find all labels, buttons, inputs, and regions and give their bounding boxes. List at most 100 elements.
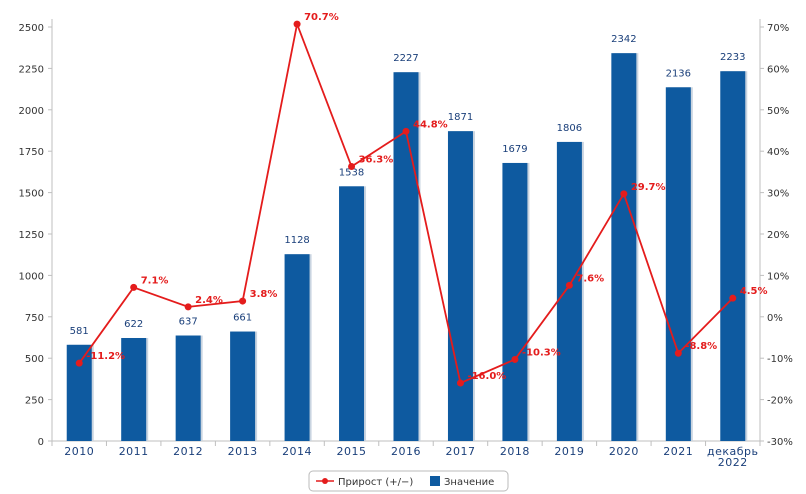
bar (175, 335, 201, 441)
legend-bar-swatch (430, 476, 440, 486)
axes: 0 250 500 750 1000 1250 1500 1750 2000 2250 2500 -3… (19, 19, 793, 448)
left-tick-label: 250 (25, 396, 44, 407)
growth-value-label: 29.7% (631, 182, 666, 193)
x-tick-labels: 2010 2011 2012 2013 2014 2015 2016 2017 2018 2019… (64, 445, 758, 469)
right-tick-label: 50% (767, 106, 789, 117)
growth-point (130, 283, 138, 291)
growth-line (75, 20, 737, 387)
bar-value-label: 2227 (393, 53, 418, 64)
left-tick-label: 2500 (19, 23, 44, 34)
x-tick-label: 2020 (609, 445, 639, 458)
x-tick-label: 2021 (663, 445, 693, 458)
right-tick-label: 30% (767, 189, 789, 200)
x-tick-label: 2015 (337, 445, 367, 458)
right-tick-label: -20% (767, 396, 793, 407)
left-tick-label: 2250 (19, 64, 44, 75)
bar (447, 131, 473, 441)
left-tick-label: 1750 (19, 147, 44, 158)
right-tick-label: 40% (767, 147, 789, 158)
x-tick-label: 2012 (173, 445, 203, 458)
growth-point (511, 355, 519, 363)
growth-point (293, 20, 301, 28)
growth-value-label: 3.8% (250, 289, 278, 300)
bar (665, 87, 691, 442)
bar-value-label: 1538 (339, 167, 364, 178)
left-tick-label: 1250 (19, 230, 44, 241)
x-tick-label: 2011 (119, 445, 149, 458)
left-tick-label: 2000 (19, 106, 44, 117)
bar (556, 141, 582, 442)
legend-box (308, 470, 509, 492)
bar-value-label: 1806 (557, 123, 582, 134)
growth-point (729, 294, 737, 302)
bar-labels: 581 622 637 661 1128 1538 2227 1871 1679 1806 2342… (70, 34, 746, 337)
left-tick-label: 0 (38, 437, 44, 448)
left-tick-label: 1500 (19, 189, 44, 200)
growth-value-label: 36.3% (359, 155, 394, 166)
legend-label-value: Значение (444, 477, 494, 488)
x-tick-label: 2017 (445, 445, 475, 458)
bar (339, 186, 365, 441)
legend-label-growth: Прирост (+/−) (338, 477, 413, 488)
x-tick-label: 2022 (718, 456, 748, 469)
x-tick-label: 2010 (64, 445, 94, 458)
bar-value-label: 581 (70, 326, 89, 337)
bar-value-label: 622 (124, 319, 143, 330)
growth-value-label: 2.4% (195, 295, 223, 306)
right-tick-label: 60% (767, 64, 789, 75)
growth-value-label: 44.8% (413, 119, 448, 130)
bar-value-label: 2233 (720, 52, 745, 63)
growth-point (402, 127, 410, 135)
bar-value-label: 1128 (284, 235, 309, 246)
growth-value-label: -11.2% (86, 351, 125, 362)
bar-value-label: 1871 (448, 112, 473, 123)
legend-line-marker (322, 478, 328, 484)
right-tick-label: 70% (767, 23, 789, 34)
growth-value-label: 4.5% (740, 286, 768, 297)
right-tick-label: 20% (767, 230, 789, 241)
bar-value-label: 2136 (666, 68, 691, 79)
x-tick-label: 2013 (228, 445, 258, 458)
x-tick-label: 2014 (282, 445, 312, 458)
growth-point (674, 349, 682, 357)
growth-value-label: -16.0% (467, 371, 506, 382)
growth-point (184, 303, 192, 311)
bar-value-label: 1679 (502, 144, 527, 155)
left-tick-label: 500 (25, 354, 44, 365)
bar (502, 162, 528, 442)
right-tick-label: 10% (767, 271, 789, 282)
growth-value-label: 7.6% (576, 273, 604, 284)
bar-value-label: 661 (233, 313, 252, 324)
growth-labels: -11.2% 7.1% 2.4% 3.8% 70.7% 36.3% 44.8% -16.0% -… (86, 12, 767, 382)
legend: Прирост (+/−) Значение (308, 470, 509, 492)
left-tick-label: 1000 (19, 271, 44, 282)
bar (121, 337, 147, 441)
right-tick-label: -10% (767, 354, 793, 365)
left-tick-label: 750 (25, 313, 44, 324)
right-tick-label: -30% (767, 437, 793, 448)
bar (284, 254, 310, 441)
growth-value-label: 7.1% (141, 275, 169, 286)
growth-point (565, 281, 573, 289)
growth-point (456, 379, 464, 387)
growth-value-label: 70.7% (304, 12, 339, 23)
x-tick-label: декабрь (707, 445, 759, 458)
growth-value-label: -8.8% (685, 341, 717, 352)
bar (720, 71, 746, 441)
growth-point (75, 359, 83, 367)
x-tick-label: 2016 (391, 445, 421, 458)
bar (611, 53, 637, 442)
x-tick-label: 2019 (554, 445, 584, 458)
growth-value-label: -10.3% (522, 347, 561, 358)
bar (230, 331, 256, 441)
x-tick-label: 2018 (500, 445, 530, 458)
growth-point (620, 190, 628, 198)
bar-value-label: 637 (179, 317, 198, 328)
growth-point (239, 297, 247, 305)
right-tick-label: 0% (767, 313, 783, 324)
bar-value-label: 2342 (611, 34, 636, 45)
bars (66, 53, 748, 442)
growth-point (348, 163, 356, 171)
